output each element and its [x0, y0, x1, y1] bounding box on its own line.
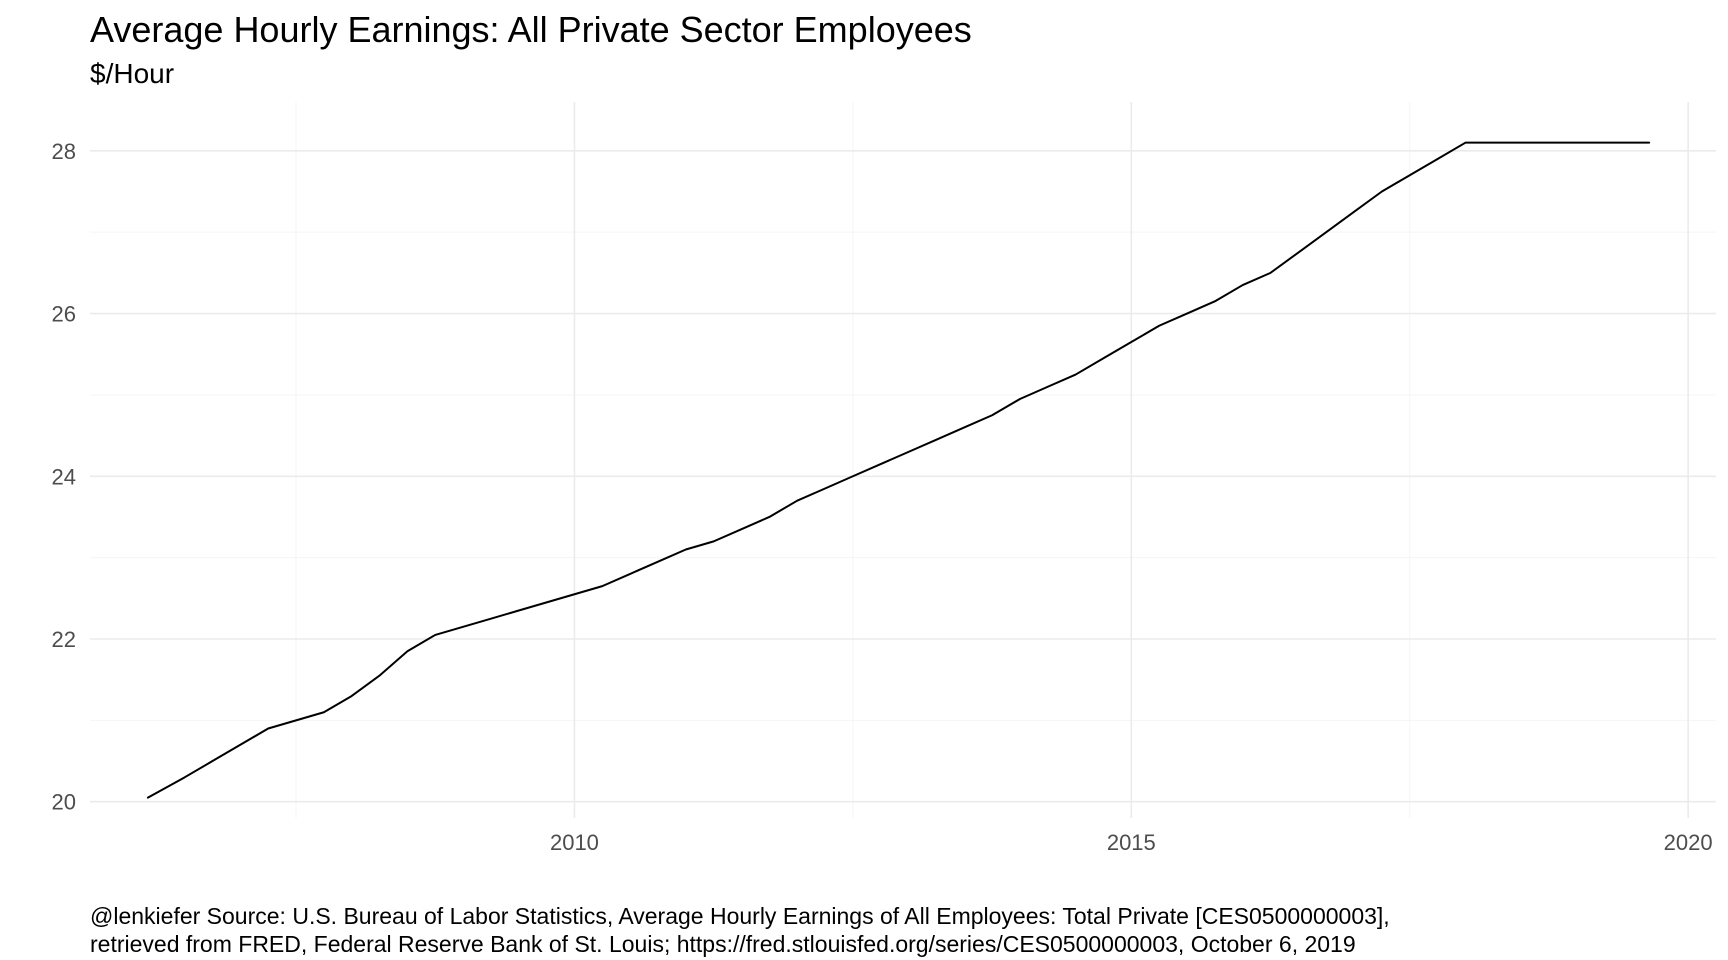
caption-line-1: @lenkiefer Source: U.S. Bureau of Labor …: [90, 903, 1390, 929]
x-tick-label: 2015: [1107, 830, 1156, 855]
x-tick-label: 2010: [550, 830, 599, 855]
y-tick-label: 24: [52, 464, 76, 489]
series-layer: [146, 141, 1651, 799]
y-tick-label: 20: [52, 790, 76, 815]
grid-minor: [90, 102, 1716, 818]
caption-line-2: retrieved from FRED, Federal Reserve Ban…: [90, 931, 1356, 957]
x-tick-label: 2020: [1664, 830, 1713, 855]
chart-title: Average Hourly Earnings: All Private Sec…: [90, 9, 972, 50]
grid-major: [90, 102, 1716, 818]
y-tick-labels: 20 22 24 26 28: [52, 139, 76, 815]
series-line: [146, 141, 1651, 799]
chart-caption: @lenkiefer Source: U.S. Bureau of Labor …: [90, 902, 1390, 958]
y-tick-label: 26: [52, 302, 76, 327]
chart-subtitle: $/Hour: [90, 58, 175, 89]
y-tick-label: 22: [52, 627, 76, 652]
y-tick-label: 28: [52, 139, 76, 164]
x-tick-labels: 2010 2015 2020: [550, 830, 1713, 855]
